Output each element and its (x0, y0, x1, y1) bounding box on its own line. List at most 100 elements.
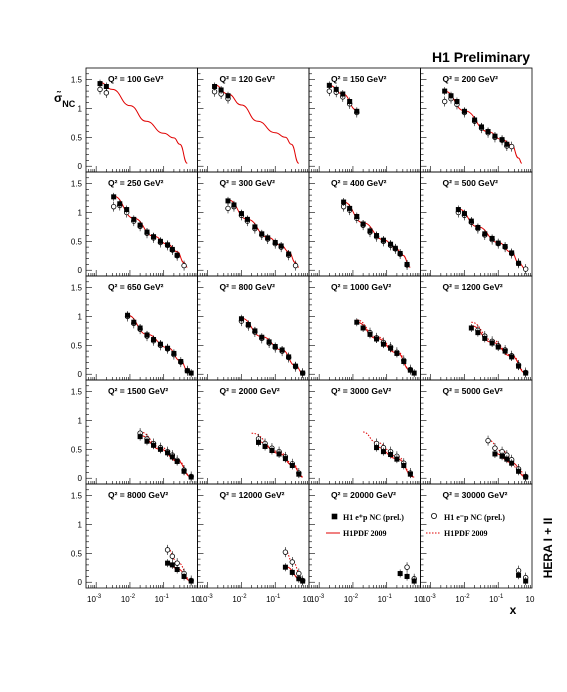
x-tick-label: 10-2 (121, 594, 136, 604)
y-tick-label: 1 (78, 208, 83, 217)
y-axis-label: σ̃NC (54, 90, 76, 109)
y-axis-label-main: σ̃ (54, 90, 62, 105)
y-tick-label: 0 (78, 266, 83, 275)
data-point-ep (504, 141, 510, 147)
y-tick-label: 0.5 (71, 341, 83, 350)
data-point-ep (171, 350, 177, 356)
data-point-ep (499, 453, 505, 459)
data-point-ep (225, 198, 231, 204)
data-point-ep (218, 87, 224, 93)
y-tick-label: 0.5 (71, 133, 83, 142)
x-tick-exponent: -1 (498, 594, 504, 600)
panel-label: Q² = 120 GeV² (220, 74, 276, 84)
data-point-ep (516, 363, 522, 369)
x-tick-label: 10-3 (199, 594, 214, 604)
panel-q2-150: Q² = 150 GeV² (308, 67, 421, 173)
data-point-ep (516, 572, 522, 578)
data-point-ep (97, 81, 103, 87)
x-tick-exponent: -1 (164, 594, 170, 600)
data-point-ep (151, 234, 157, 240)
fit-line-em (285, 549, 303, 581)
legend-marker-ep (331, 513, 338, 520)
data-point-ep (407, 471, 413, 477)
panel-label: Q² = 20000 GeV² (331, 490, 396, 500)
data-point-ep (165, 560, 171, 566)
data-point-ep (137, 325, 143, 331)
data-point-ep (231, 202, 237, 208)
data-point-ep (178, 359, 184, 365)
y-tick-label: 1.5 (71, 76, 83, 85)
panel-q2-12000: 10-3 10-2 10-1 10 Q² = 12000 GeV² (197, 483, 312, 604)
y-tick-label: 0.5 (71, 445, 83, 454)
data-point-ep (333, 86, 339, 92)
data-point-ep (245, 322, 251, 328)
y-tick-label: 0 (78, 578, 83, 587)
x-tick-label: 10-3 (87, 594, 102, 604)
data-point-ep (509, 354, 515, 360)
data-point-ep (289, 463, 295, 469)
data-point-ep (468, 325, 474, 331)
data-point-ep (269, 447, 275, 453)
data-point-ep (475, 330, 481, 336)
y-axis-label-sub: NC (62, 99, 75, 109)
panel-q2-8000: 0 0.5 1 1.5 10-3 10-2 10-1 10 Q² = 8000 GeV² (71, 483, 200, 604)
x-tick-exponent: -3 (96, 594, 102, 600)
panel-label: Q² = 250 GeV² (108, 178, 164, 188)
data-point-ep (125, 312, 131, 318)
data-point-ep (404, 261, 410, 267)
x-tick-label: 10 (191, 595, 200, 604)
data-point-ep (401, 463, 407, 469)
data-point-ep (144, 229, 150, 235)
data-point-ep (394, 456, 400, 462)
data-point-ep (212, 83, 218, 89)
data-point-ep (523, 578, 529, 584)
data-point-ep (499, 137, 505, 143)
legend-marker-em (430, 513, 437, 520)
data-point-em (485, 437, 491, 444)
x-tick-exponent: -1 (275, 594, 281, 600)
y-tick-label: 1 (78, 520, 83, 529)
data-point-ep (454, 99, 460, 105)
data-point-em (225, 205, 231, 212)
data-point-ep (354, 213, 360, 219)
panel-q2-800: Q² = 800 GeV² (197, 275, 310, 381)
data-point-ep (137, 222, 143, 228)
panel-q2-3000: Q² = 3000 GeV² (308, 379, 421, 485)
x-tick-exponent: -2 (353, 594, 359, 600)
panel-q2-250: 0 0.5 1 1.5 Q² = 250 GeV² (71, 171, 198, 277)
data-point-ep (360, 325, 366, 331)
data-point-ep (472, 117, 478, 123)
data-point-ep (411, 578, 417, 584)
panel-q2-1200: Q² = 1200 GeV² (420, 275, 533, 381)
data-point-ep (111, 194, 117, 200)
data-point-ep (461, 108, 467, 114)
data-point-ep (131, 319, 137, 325)
data-point-ep (279, 347, 285, 353)
data-point-em (174, 560, 180, 566)
data-point-ep (380, 449, 386, 455)
data-point-ep (225, 93, 231, 99)
panel-label: Q² = 5000 GeV² (443, 386, 503, 396)
data-point-ep (380, 341, 386, 347)
data-point-ep (407, 367, 413, 373)
data-point-ep (394, 350, 400, 356)
data-point-ep (374, 336, 380, 342)
data-point-ep (181, 573, 187, 579)
x-tick-exponent: -3 (430, 594, 436, 600)
y-tick-label: 1 (78, 416, 83, 425)
x-tick-exponent: -3 (319, 594, 325, 600)
data-point-ep (252, 224, 258, 230)
data-point-ep (157, 341, 163, 347)
data-point-em (404, 564, 410, 570)
data-point-ep (181, 468, 187, 474)
data-point-ep (165, 345, 171, 351)
data-point-ep (516, 260, 522, 266)
data-point-ep (276, 451, 282, 457)
panel-label: Q² = 800 GeV² (220, 282, 276, 292)
data-point-ep (137, 434, 143, 440)
data-point-ep (144, 332, 150, 338)
y-tick-label: 1.5 (71, 492, 83, 501)
data-point-ep (289, 569, 295, 575)
data-point-ep (502, 244, 508, 250)
data-point-ep (174, 252, 180, 258)
